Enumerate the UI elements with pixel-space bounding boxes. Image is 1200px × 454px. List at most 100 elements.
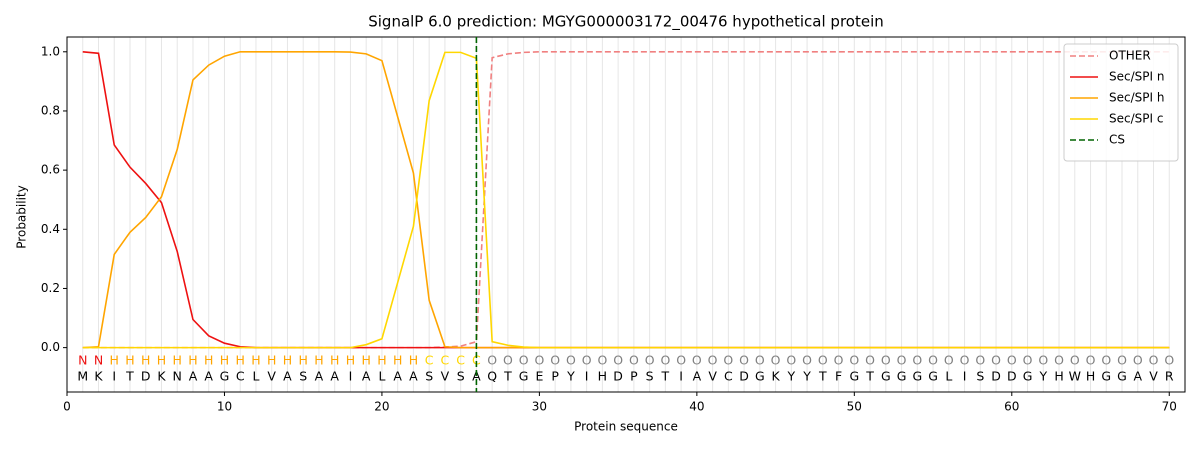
chart-title: SignalP 6.0 prediction: MGYG000003172_00… (368, 13, 884, 32)
region-label: O (1164, 353, 1174, 368)
residue: G (849, 369, 859, 384)
region-label: O (786, 353, 796, 368)
residue: A (330, 369, 339, 384)
legend-label: OTHER (1109, 49, 1151, 63)
region-label: O (597, 353, 607, 368)
residue: D (141, 369, 151, 384)
x-axis-label: Protein sequence (574, 420, 678, 434)
y-axis-label: Probability (15, 185, 29, 248)
region-label: C (456, 353, 465, 368)
region-label: O (1149, 353, 1159, 368)
residue: A (283, 369, 292, 384)
region-label: H (188, 353, 197, 368)
series-line (82, 50, 1170, 349)
region-label: O (944, 353, 954, 368)
residue: G (1023, 369, 1033, 384)
plot-frame (66, 36, 1186, 393)
region-label: H (267, 353, 276, 368)
residue: G (897, 369, 907, 384)
residue: S (457, 369, 465, 384)
region-label: H (125, 353, 134, 368)
region-label: O (1117, 353, 1127, 368)
residue: V (708, 369, 717, 384)
x-tick-label: 40 (689, 400, 704, 414)
region-label: O (1070, 353, 1080, 368)
region-label: H (393, 353, 402, 368)
residue: A (315, 369, 324, 384)
residue: I (679, 369, 683, 384)
region-label: O (865, 353, 875, 368)
x-tick-label: 0 (63, 400, 71, 414)
residue: G (1117, 369, 1127, 384)
region-label: O (519, 353, 529, 368)
residue: T (865, 369, 874, 384)
region-label: O (1007, 353, 1017, 368)
x-tick-label: 30 (532, 400, 547, 414)
residue: Y (1038, 369, 1047, 384)
residue: D (1007, 369, 1017, 384)
region-label: O (834, 353, 844, 368)
region-label: H (283, 353, 292, 368)
region-label: H (141, 353, 150, 368)
x-tick-label: 10 (217, 400, 232, 414)
region-label: O (897, 353, 907, 368)
region-label: O (613, 353, 623, 368)
region-label: H (377, 353, 386, 368)
residue: G (755, 369, 765, 384)
residue: V (441, 369, 450, 384)
region-label: H (110, 353, 119, 368)
legend-label: Sec/SPI h (1109, 91, 1164, 105)
residue: D (739, 369, 749, 384)
region-label: H (157, 353, 166, 368)
residue: A (393, 369, 402, 384)
region-label: O (566, 353, 576, 368)
residue: I (963, 369, 967, 384)
y-tick-label: 0.0 (41, 340, 60, 354)
region-label: C (425, 353, 434, 368)
legend-label: CS (1109, 133, 1125, 147)
residue: M (77, 369, 88, 384)
residue: Y (802, 369, 811, 384)
region-label: H (236, 353, 245, 368)
residue: H (1086, 369, 1095, 384)
residue: K (157, 369, 166, 384)
residue: C (724, 369, 733, 384)
residue: A (189, 369, 198, 384)
region-label: O (676, 353, 686, 368)
region-label: H (314, 353, 323, 368)
residue: I (349, 369, 353, 384)
residue: G (912, 369, 922, 384)
x-tick-label: 20 (374, 400, 389, 414)
region-label: N (78, 353, 87, 368)
region-label: O (881, 353, 891, 368)
residue: T (125, 369, 134, 384)
region-label: O (802, 353, 812, 368)
y-tick-label: 0.2 (41, 281, 60, 295)
region-label: O (960, 353, 970, 368)
region-label: H (173, 353, 182, 368)
residue: D (991, 369, 1001, 384)
residue: A (1133, 369, 1142, 384)
region-label: O (708, 353, 718, 368)
residue: Y (566, 369, 575, 384)
region-label: O (1038, 353, 1048, 368)
region-label: O (849, 353, 859, 368)
region-label: O (534, 353, 544, 368)
legend-label: Sec/SPI c (1109, 112, 1163, 126)
residue: D (613, 369, 623, 384)
region-label: H (361, 353, 370, 368)
residue: T (661, 369, 670, 384)
region-label: H (251, 353, 260, 368)
region-label: O (723, 353, 733, 368)
residue: I (585, 369, 589, 384)
residue: P (630, 369, 638, 384)
residue: A (362, 369, 371, 384)
residue: A (204, 369, 213, 384)
region-label: O (660, 353, 670, 368)
residue: E (535, 369, 543, 384)
region-label: O (1023, 353, 1033, 368)
residue: L (945, 369, 952, 384)
region-label: O (1054, 353, 1064, 368)
region-label: O (1086, 353, 1096, 368)
